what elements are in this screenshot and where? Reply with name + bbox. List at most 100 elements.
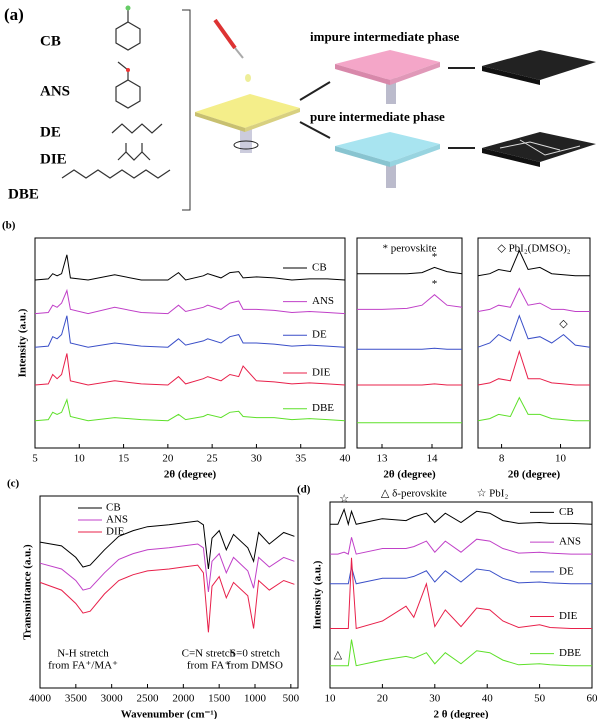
- legend-label: DIE: [559, 610, 578, 622]
- legend-label: DE: [559, 565, 574, 577]
- series-line: [330, 507, 593, 527]
- chart-title: ◇ PbI₂(DMSO)₂: [497, 243, 570, 255]
- legend-label: DE: [312, 329, 327, 341]
- x-tick-label: 40: [482, 693, 494, 705]
- phase-plates: [335, 50, 596, 188]
- series-line: [330, 566, 592, 585]
- molecules: [61, 5, 171, 179]
- series-line: [357, 294, 463, 310]
- x-tick-label: 14: [427, 453, 439, 465]
- phase-label: pure intermediate phase: [310, 109, 445, 124]
- plot-frame: [329, 501, 593, 689]
- x-tick-label: 1500: [208, 693, 231, 705]
- spin-plate: [195, 94, 300, 153]
- x-tick-label: 10: [325, 693, 337, 705]
- x-axis-label: Wavenumber (cm⁻¹): [121, 709, 218, 719]
- legend-label: CB: [559, 506, 574, 518]
- x-tick-label: 1000: [244, 693, 267, 705]
- peak-marker: ☆: [339, 493, 349, 505]
- peak-marker: *: [432, 251, 438, 263]
- annotation: C=N stretch: [182, 648, 236, 660]
- peak-marker: △: [334, 649, 343, 661]
- x-tick-label: 5: [32, 453, 38, 465]
- panel-label: (c): [7, 478, 20, 490]
- solvent-label: ANS: [40, 83, 70, 99]
- legend-label: ANS: [106, 514, 128, 526]
- legend-label: ANS: [559, 536, 581, 548]
- solvent-label: DBE: [8, 186, 39, 202]
- x-axis-label: 2θ (degree): [164, 469, 217, 481]
- annotation: ☆ PbI₂: [477, 488, 509, 500]
- x-tick-label: 60: [587, 693, 599, 705]
- phase-label: impure intermediate phase: [310, 29, 459, 44]
- x-tick-label: 30: [429, 693, 441, 705]
- panel-label: (d): [297, 484, 311, 496]
- plot-frame: [356, 237, 463, 449]
- x-tick-label: 20: [162, 453, 174, 465]
- series-line: [330, 537, 592, 555]
- series-line: [34, 398, 346, 422]
- legend-label: CB: [312, 262, 327, 274]
- series-line: [330, 639, 592, 667]
- solvent-label: DE: [40, 124, 61, 140]
- series-line: [39, 564, 295, 633]
- x-tick-label: 2000: [172, 693, 195, 705]
- annotation: S=0 stretch: [230, 648, 280, 660]
- series-line: [357, 383, 462, 386]
- peak-marker: *: [432, 278, 438, 290]
- solvent-label: DIE: [40, 151, 67, 167]
- annotation: △ δ-perovskite: [381, 488, 447, 500]
- x-tick-label: 10: [555, 453, 567, 465]
- annotation: N-H stretch: [57, 648, 109, 660]
- arrows: [299, 67, 475, 149]
- x-tick-label: 3000: [101, 693, 124, 705]
- x-tick-label: 8: [499, 453, 505, 465]
- annotation: from DMSO: [227, 660, 283, 672]
- series-line: [34, 254, 346, 281]
- x-axis-label: 2θ (degree): [508, 469, 561, 481]
- x-tick-label: 4000: [29, 693, 52, 705]
- legend-label: DBE: [312, 402, 334, 414]
- series-line: [39, 543, 295, 593]
- y-axis-label: Intensity (a.u.): [312, 560, 324, 629]
- legend-label: DIE: [106, 526, 125, 538]
- x-tick-label: 500: [283, 693, 300, 705]
- plot-frame: [477, 237, 591, 449]
- plot-frame: [34, 237, 346, 449]
- x-axis-label: 2 θ (degree): [433, 709, 488, 719]
- x-axis-label: 2θ (degree): [383, 469, 436, 481]
- series-line: [34, 288, 346, 315]
- series-line: [477, 396, 590, 422]
- series-line: [330, 557, 592, 630]
- series-line: [477, 314, 591, 348]
- y-axis-label: Transmittance (a.u.): [22, 544, 34, 640]
- dropper: [213, 18, 251, 82]
- x-tick-label: 13: [377, 453, 389, 465]
- x-tick-label: 3500: [65, 693, 88, 705]
- x-tick-label: 2500: [137, 693, 160, 705]
- series-line: [477, 287, 590, 312]
- peak-marker: ◇: [559, 318, 568, 330]
- panel-label: (a): [4, 5, 24, 24]
- series-line: [39, 520, 295, 570]
- x-tick-label: 50: [534, 693, 546, 705]
- annotation: from FA⁺: [187, 660, 230, 672]
- bracket: [182, 9, 191, 211]
- legend-label: DBE: [559, 647, 581, 659]
- series-line: [477, 249, 590, 277]
- x-tick-label: 10: [74, 453, 86, 465]
- solvent-label: CB: [40, 33, 61, 49]
- chart-title: * perovskite: [382, 243, 436, 255]
- x-tick-label: 20: [377, 693, 389, 705]
- panel-label: (b): [2, 220, 16, 232]
- series-line: [357, 266, 463, 275]
- series-line: [357, 347, 462, 350]
- x-tick-label: 15: [118, 453, 130, 465]
- legend-label: CB: [106, 502, 121, 514]
- series-line: [477, 349, 590, 386]
- legend-label: ANS: [312, 295, 334, 307]
- x-tick-label: 30: [251, 453, 263, 465]
- x-tick-label: 25: [207, 453, 219, 465]
- series-line: [34, 315, 346, 348]
